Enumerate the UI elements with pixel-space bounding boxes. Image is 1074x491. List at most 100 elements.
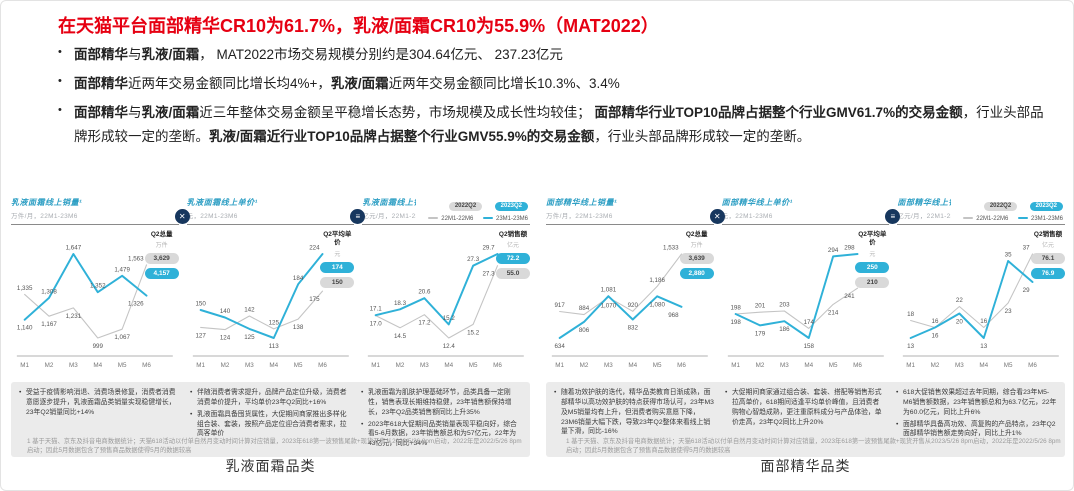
point-label: 1,335 [17, 285, 33, 292]
point-label: 20.6 [419, 289, 432, 296]
q2-badge-pill: 210 [855, 276, 890, 288]
month-label: M1 [555, 362, 564, 369]
chart-subtitle: 亿元/月，22M1-23M6 [362, 213, 430, 220]
q2-badge-label: Q2总量 [150, 231, 173, 238]
q2-badge-pill: 174 [320, 261, 355, 273]
month-label: M2 [931, 362, 940, 369]
point-label: 241 [844, 293, 855, 300]
q2-badge-block: Q2销售额 亿元 72.2 55.0 [496, 231, 531, 280]
note-item: • 伴随消费者需求提升，品牌产品定位升级，消费者消费单价提升，平均单价23年Q2同… [190, 389, 347, 406]
point-label: 1,647 [66, 244, 82, 251]
point-label: 968 [668, 312, 679, 319]
q2-badge-block: Q2平均单价 元 174 150 [320, 231, 355, 288]
circle-x-icon: ✕ [174, 209, 190, 224]
series-line-23M1-23M6 [734, 253, 859, 339]
note-item: • 乳液面霜具备囤货属性，大促期间商家推出多样化组合装、套装，按照产品定位迎合消费… [190, 410, 347, 438]
circle-menu-icon: ≡ [885, 209, 901, 224]
point-label: 124 [220, 335, 231, 342]
chart-subtitle: 万件/月，22M1-23M6 [546, 213, 613, 220]
point-label: 16 [932, 332, 939, 339]
point-label: 1,070 [601, 302, 617, 309]
point-label: 18 [908, 311, 915, 318]
chart-title: 乳液面霜线上单价¹ [186, 198, 258, 207]
point-label: 18.3 [394, 300, 407, 307]
chart-group-essence: 2022Q2 2023Q2 22M1-22M6 23M1-23M6 面部精华线上… [546, 194, 1066, 381]
chart-subtitle: 亿元/月，22M1-23M6 [897, 213, 965, 220]
month-label: M2 [580, 362, 589, 369]
series-line-22M1-22M6 [24, 264, 148, 339]
month-label: M1 [20, 362, 29, 369]
point-label: 142 [244, 306, 255, 313]
legend-line-23: 23M1-23M6 [1017, 216, 1063, 222]
series-line-23M1-23M6 [558, 295, 683, 339]
month-label: M3 [955, 362, 964, 369]
month-label: M5 [118, 362, 127, 369]
month-label: M5 [293, 362, 302, 369]
point-label: 125 [244, 334, 255, 341]
chart-header: ✕ 乳液面霜线上单价¹ 元，22M1-23M6 [174, 197, 355, 225]
month-label: M6 [318, 362, 327, 369]
point-label: 1,308 [41, 288, 57, 295]
q2-badge-pill: 3,629 [144, 253, 179, 265]
notes-column: • 伴随消费者需求提升，品牌产品定位升级，消费者消费单价提升，平均单价23年Q2同… [190, 388, 351, 451]
point-label: 198 [730, 304, 741, 311]
blue-line-swatch-icon [482, 217, 493, 220]
month-label: M4 [445, 362, 454, 369]
series-line-22M1-22M6 [910, 253, 1034, 329]
q2-badge-label: Q2总量 [685, 231, 708, 238]
legend-pill-2022q2: 2022Q2 [448, 201, 483, 211]
point-label: 35 [1005, 251, 1012, 258]
bullet-marker: • [58, 75, 62, 88]
point-label: 158 [803, 343, 814, 350]
bullet-list: • 面部精华与乳液/面霜， MAT2022市场交易规模分别约是304.64亿元、 … [58, 43, 1047, 154]
line-chart: M1 M2 M3 M4 M5 M6 1,335 1,167 1,231 999 1,067 1,563… [16, 244, 173, 369]
legend-pill-2023q2: 2023Q2 [494, 201, 528, 211]
note-item: • 面部精华具备高功效、高复购的产品特点，23年Q2面部精华销售额走势向好，同比上… [896, 420, 1056, 438]
chart-group-lotion: 2022Q2 2023Q2 22M1-22M6 23M1-23M6 乳液面霜线上… [11, 194, 531, 381]
notes-row: • 受益于疫情影响消退、消费场景修复，消费者消费意愿逐步提升，乳液面霜品类销量实现… [11, 382, 1065, 458]
series-line-22M1-22M6 [375, 265, 499, 339]
month-label: M4 [980, 362, 989, 369]
source-note: 1 基于天猫、京东及抖音电商数据统计；天猫618活动以付单自然月变动时间计算对应… [566, 438, 1061, 455]
point-label: 27.3 [467, 256, 480, 263]
bullet: • 面部精华近两年交易金额同比增长均4%+，乳液/面霜近两年交易金额同比增长10.… [58, 72, 1047, 95]
point-label: 201 [755, 303, 766, 310]
series-line-23M1-23M6 [375, 253, 499, 326]
point-label: 127 [195, 332, 206, 339]
group-caption-essence: 面部精华品类 [760, 458, 851, 474]
point-label: 999 [93, 343, 104, 350]
chart-panel-essence-volume: 面部精华线上销量¹ 万件/月，22M1-23M6 M1 M2 M3 M4 M5 M6 917… [546, 197, 714, 381]
chart-header: ✕ 面部精华线上单价¹ 元，22M1-23M6 [709, 197, 890, 225]
month-label: M2 [220, 362, 229, 369]
bullet-marker: • [58, 46, 62, 58]
point-label: 125 [268, 319, 279, 326]
month-label: M4 [93, 362, 102, 369]
month-label: M1 [907, 362, 916, 369]
point-label: 29.7 [483, 244, 496, 251]
point-label: 1,140 [17, 325, 33, 332]
month-label: M1 [731, 362, 740, 369]
month-label: M6 [1028, 362, 1037, 369]
captions-row: 乳液面霜品类 面部精华品类 [11, 456, 1065, 476]
series-line-23M1-23M6 [23, 253, 148, 321]
point-label: 27.3 [483, 271, 496, 278]
month-label: M6 [853, 362, 862, 369]
q2-badge-block: Q2销售额 亿元 76.1 76.9 [1031, 231, 1066, 280]
note-item: • 2023年618大促期间品类销量表现平稳向好，综合看5-6月数据，23年销售额… [361, 420, 517, 448]
chart-title: 面部精华线上销售额¹ [897, 198, 978, 207]
month-label: M3 [245, 362, 254, 369]
q2-badge-label: Q2平均单价 [858, 231, 887, 247]
chart-subtitle: 元，22M1-23M6 [186, 213, 238, 220]
legend-pill-2023q2: 2023Q2 [1029, 201, 1063, 211]
chart-panel-lotion-gmv: ≡ 乳液面霜线上销售额¹ 亿元/月，22M1-23M6 M1 M2 M3 M4 M5 M6… [350, 197, 531, 381]
sources-row: 1 基于天猫、京东及抖音电商数据统计；天猫618活动以付单自然月变动时间计算对应… [27, 437, 1065, 456]
point-label: 224 [309, 244, 320, 251]
point-label: 138 [293, 324, 304, 331]
month-label: M4 [804, 362, 813, 369]
notes-column: • 受益于疫情影响消退、消费场景修复，消费者消费意愿逐步提升，乳液面霜品类销量实现… [19, 388, 180, 451]
chart-title: 乳液面霜线上销量¹ [11, 198, 83, 207]
month-label: M4 [269, 362, 278, 369]
chart-legend: 2022Q2 2023Q2 22M1-22M6 23M1-23M6 [951, 194, 1063, 222]
point-label: 13 [908, 343, 915, 350]
